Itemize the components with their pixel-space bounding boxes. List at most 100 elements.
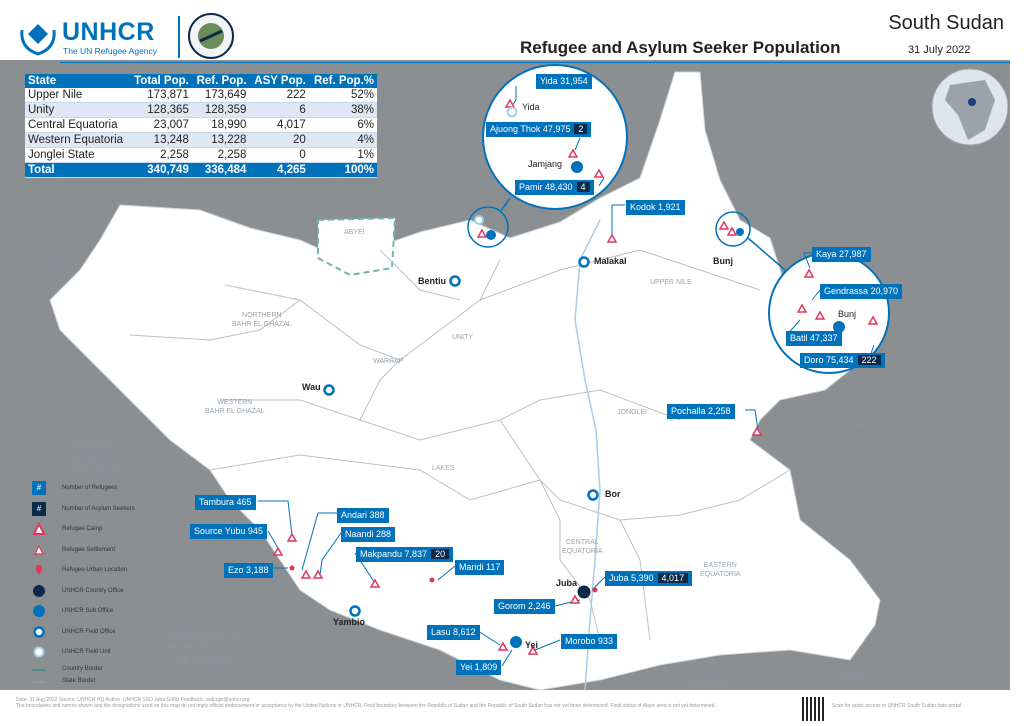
place-label-yei: Yei: [525, 640, 539, 650]
abyei-area: [317, 216, 397, 277]
country-label-uganda: UGANDA: [682, 678, 731, 690]
legend-item: Refugee Settlement: [24, 540, 156, 561]
refugee-urban-location-icon: [35, 565, 43, 575]
site-label-doro: Doro 75,434 222: [800, 353, 885, 368]
unhcr-field-office-icon: [33, 625, 45, 638]
site-label-makpandu: Makpandu 7,837 20: [356, 547, 454, 562]
globe-africa: [945, 80, 995, 140]
map-legend: # Number of Refugees # Number of Asylum …: [24, 478, 156, 687]
column-header: State: [25, 74, 130, 88]
site-label-maridi: Maridi 117: [455, 560, 505, 575]
country-office-marker: [577, 585, 591, 599]
refugee-camp-icon: [32, 522, 46, 535]
site-label-kaya: Kaya 27,987: [812, 247, 871, 262]
cell: Central Equatoria: [25, 117, 130, 133]
cell: Western Equatoria: [25, 132, 130, 148]
cell: 13,228: [191, 132, 250, 148]
legend-item: # Number of Asylum Seekers: [24, 499, 156, 520]
legend-item: Country Border: [24, 663, 156, 675]
region-label-lakes: LAKES: [432, 465, 455, 472]
site-label-naandi: Naandi 288: [341, 527, 396, 542]
cell: 13,248: [129, 132, 192, 148]
cell: 336,484: [191, 162, 250, 178]
cell: 20: [249, 132, 309, 148]
partner-seal-icon: [188, 13, 234, 59]
country-label-kenya: KENYA: [840, 672, 878, 684]
south-sudan-land: [49, 71, 881, 691]
region-label-western-bahr-el-ghazal: WESTERN BAHR EL GHAZAL: [205, 399, 265, 415]
cell: Jonglei State: [25, 147, 130, 163]
column-header: Ref. Pop.%: [308, 74, 377, 88]
cell: 0: [249, 147, 309, 163]
country-border-icon: [32, 668, 46, 671]
column-header: ASY Pop.: [249, 74, 309, 88]
cell: 4,265: [249, 162, 309, 178]
site-label-kodok: Kodok 1,921: [626, 200, 685, 215]
region-label-unity: UNITY: [452, 334, 473, 341]
cell: 4,017: [249, 117, 309, 133]
region-label-central-equatoria: CENTRAL EQUATORIA: [562, 539, 603, 555]
site-label-yida: Yida 31,954: [536, 74, 592, 89]
cell: Unity: [25, 102, 130, 118]
number-of-refugees-icon: #: [32, 481, 46, 495]
qr-code-icon[interactable]: [802, 697, 826, 721]
country-label-drc: DEMOCRATIC REPUBLIC OF THE CONGO: [168, 630, 243, 666]
cell: 2,258: [129, 147, 192, 163]
unhcr-country-office-icon: [33, 584, 45, 597]
site-label-pochalla: Pochalla 2,258: [667, 404, 735, 419]
place-label-wau: Wau: [302, 382, 321, 392]
region-label-upper-nile: UPPER NILE: [650, 279, 692, 286]
table-total-row: Total 340,749 336,484 4,265 100%: [25, 162, 377, 178]
place-label-jamjang: Jamjang: [528, 159, 563, 169]
table-header-row: State Total Pop. Ref. Pop. ASY Pop. Ref.…: [25, 74, 377, 88]
table-row: Upper Nile 173,871 173,649 222 52%: [25, 88, 377, 103]
cell: 173,649: [191, 88, 250, 103]
state-border-icon: [32, 681, 46, 682]
place-label-yambio: Yambio: [333, 617, 366, 627]
cell: 52%: [308, 88, 377, 103]
place-label-bor: Bor: [605, 489, 621, 499]
footer-disclaimer: The boundaries and names shown and the d…: [16, 703, 716, 709]
site-label-lasu: Lasu 8,612: [427, 625, 480, 640]
site-label-pamir: Pamir 48,430 4: [515, 180, 594, 195]
unhcr-sub-office-icon: [33, 605, 45, 617]
legend-item: Refugee Urban Location: [24, 560, 156, 581]
region-label-abyei: ABYEI: [344, 229, 365, 236]
place-label-juba: Juba: [556, 578, 578, 588]
legend-item: UNHCR Country Office: [24, 581, 156, 602]
cell: 100%: [308, 162, 377, 178]
cell: 340,749: [129, 162, 192, 178]
unhcr-logo: UNHCR The UN Refugee Agency: [18, 18, 186, 60]
urban-location-markers: [289, 565, 598, 593]
org-tagline: The UN Refugee Agency: [63, 46, 158, 56]
cell: 2,258: [191, 147, 250, 163]
region-label-warrap: WARRAP: [373, 358, 404, 365]
cell: Upper Nile: [25, 88, 130, 103]
inset-circle-unity: [482, 64, 628, 210]
site-label-yei: Yei 1,809: [456, 660, 502, 675]
logo-divider: [178, 16, 180, 58]
table-row: Unity 128,365 128,359 6 38%: [25, 102, 377, 118]
cell: 1%: [308, 147, 377, 163]
cell: 222: [249, 88, 309, 103]
unhcr-field-unit-icon: [33, 646, 45, 658]
legend-item: UNHCR Sub Office: [24, 601, 156, 622]
map-date: 31 July 2022: [908, 44, 971, 56]
table-row: Jonglei State 2,258 2,258 0 1%: [25, 147, 377, 163]
inset-connector-upper-nile: [747, 237, 786, 271]
site-label-ajuong-thok: Ajuong Thok 47,975 2: [486, 122, 592, 137]
site-label-juba: Juba 5,390 4,017: [605, 571, 693, 586]
population-table: State Total Pop. Ref. Pop. ASY Pop. Ref.…: [25, 74, 377, 178]
inset-connector-unity: [499, 197, 511, 213]
legend-item: UNHCR Field Office: [24, 622, 156, 643]
cell: 23,007: [129, 117, 192, 133]
site-label-morobo: Morobo 933: [561, 634, 618, 649]
site-label-tambura: Tambura 465: [195, 495, 256, 510]
country-title: South Sudan: [888, 12, 1004, 34]
column-header: Total Pop.: [129, 74, 192, 88]
inset-source-unity: [467, 206, 509, 248]
cell: 18,990: [191, 117, 250, 133]
footer-qr-caption: Scan for quick access to UNHCR South Sud…: [832, 703, 961, 709]
site-label-ezo: Ezo 3,188: [224, 563, 273, 578]
cell: 38%: [308, 102, 377, 118]
